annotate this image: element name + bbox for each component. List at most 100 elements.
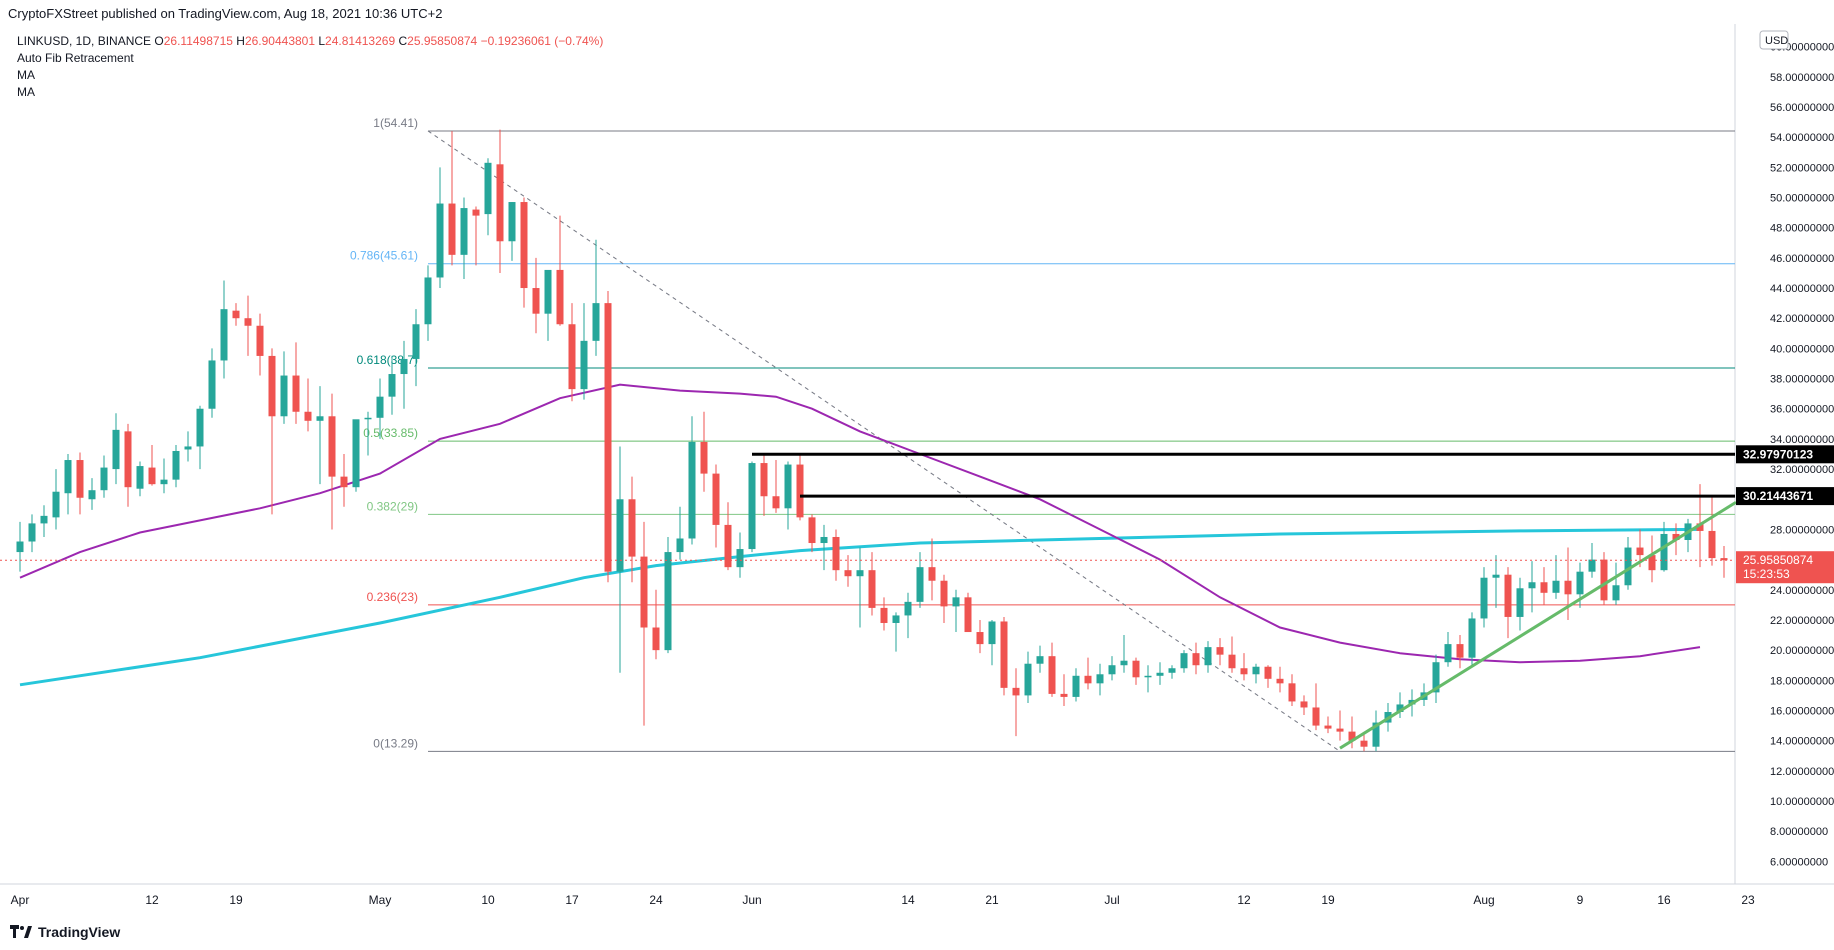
candle-body [1672, 533, 1680, 540]
candle-body [592, 303, 600, 341]
candle-body [844, 570, 852, 577]
candle-body [1324, 725, 1332, 729]
candle-body [976, 632, 984, 645]
candle-body [1492, 574, 1500, 578]
time-tick-label: Apr [11, 893, 30, 907]
price-tick-label: 16.00000000 [1770, 705, 1834, 717]
candle-body [784, 464, 792, 509]
candle-body [1216, 647, 1224, 655]
price-tick-label: 12.00000000 [1770, 766, 1834, 778]
price-tick-label: 46.00000000 [1770, 253, 1834, 265]
candle-body [1468, 618, 1476, 658]
time-tick-label: 21 [985, 893, 999, 907]
candle-body [724, 524, 732, 568]
candle-body [352, 419, 360, 488]
ma200-line [19, 527, 1701, 687]
price-tick-label: 20.00000000 [1770, 645, 1834, 657]
time-tick-label: Aug [1473, 893, 1494, 907]
legend-h-label: H [236, 34, 245, 48]
resistance-price-label: 32.97970123 [1743, 447, 1813, 461]
resistance-price-box [1736, 445, 1834, 464]
candle-body [1048, 656, 1056, 694]
legend-c-label: C [398, 34, 408, 48]
legend-indicator-ma-2[interactable]: MA [17, 85, 35, 99]
price-tick-label: 32.00000000 [1770, 464, 1834, 476]
candle-body [1276, 678, 1284, 684]
candle-body [940, 580, 948, 607]
candle-body [1480, 577, 1488, 619]
candle-body [748, 463, 756, 550]
candle-body [556, 269, 564, 325]
candle-body [772, 496, 780, 509]
candle-body [1180, 653, 1188, 669]
legend-high: 26.90443801 [244, 34, 316, 48]
candle-body [1456, 644, 1464, 658]
candle-body [1228, 654, 1236, 669]
candle-body [532, 288, 540, 314]
candle-body [1312, 707, 1320, 726]
candle-body [292, 375, 300, 412]
legend-indicator-ma-1[interactable]: MA [17, 68, 35, 82]
candle-body [652, 627, 660, 651]
time-tick-label: 17 [565, 893, 579, 907]
resistance-price-box [1736, 487, 1834, 506]
time-tick-label: Jun [742, 893, 761, 907]
candle-body [412, 324, 420, 359]
candle-body [220, 309, 228, 361]
time-tick-label: Jul [1104, 893, 1119, 907]
candle-body [1336, 728, 1344, 732]
candle-body [1432, 662, 1440, 693]
candle-body [256, 325, 264, 356]
fib-level-label: 0.382(29) [367, 499, 418, 513]
currency-box [1759, 30, 1789, 50]
candle-body [1720, 558, 1728, 561]
candle-body [640, 556, 648, 628]
candle-body [340, 476, 348, 488]
candle-body [1156, 672, 1164, 676]
candle-body [1000, 621, 1008, 688]
candle-body [1636, 547, 1644, 556]
price-tick-label: 34.00000000 [1770, 434, 1834, 446]
candle-body [856, 570, 864, 577]
time-tick-label: 19 [229, 893, 243, 907]
candle-body [520, 202, 528, 289]
resistance-price-label: 30.21443671 [1743, 489, 1813, 503]
candle-body [1372, 722, 1380, 747]
candle-body [196, 408, 204, 447]
candle-body [928, 567, 936, 581]
legend-indicator-fib[interactable]: Auto Fib Retracement [17, 51, 134, 65]
candle-body [1660, 533, 1668, 571]
candle-body [16, 541, 24, 553]
price-chart[interactable]: 60.0000000058.0000000056.0000000054.0000… [0, 24, 1834, 924]
ma50-line [19, 383, 1701, 664]
price-tick-label: 56.00000000 [1770, 102, 1834, 114]
candle-body [364, 417, 372, 420]
price-tick-label: 10.00000000 [1770, 796, 1834, 808]
candle-body [52, 491, 60, 518]
candle-body [232, 310, 240, 319]
candle-body [1240, 668, 1248, 675]
candle-body [172, 450, 180, 480]
candle-body [1108, 665, 1116, 675]
legend-symbol[interactable]: LINKUSD, 1D, BINANCE [17, 34, 152, 48]
candle-body [400, 358, 408, 375]
time-tick-label: 12 [145, 893, 159, 907]
price-tick-label: 44.00000000 [1770, 283, 1834, 295]
candle-body [760, 463, 768, 497]
candle-body [868, 570, 876, 608]
candle-body [604, 303, 612, 572]
candle-body [832, 536, 840, 571]
candle-body [424, 277, 432, 325]
candle-body [904, 601, 912, 616]
support-trendline [1339, 501, 1737, 750]
price-tick-label: 24.00000000 [1770, 585, 1834, 597]
chart-area[interactable]: 60.00000000 58.00000000 56.00000000 54.0000… [0, 24, 1834, 924]
candle-body [1564, 580, 1572, 595]
candle-body [712, 473, 720, 525]
footer-brand[interactable]: TradingView [10, 924, 120, 940]
price-tick-label: 54.00000000 [1770, 132, 1834, 144]
candle-body [964, 597, 972, 633]
candle-body [1516, 588, 1524, 617]
candle-body [580, 340, 588, 390]
candle-body [1036, 656, 1044, 664]
